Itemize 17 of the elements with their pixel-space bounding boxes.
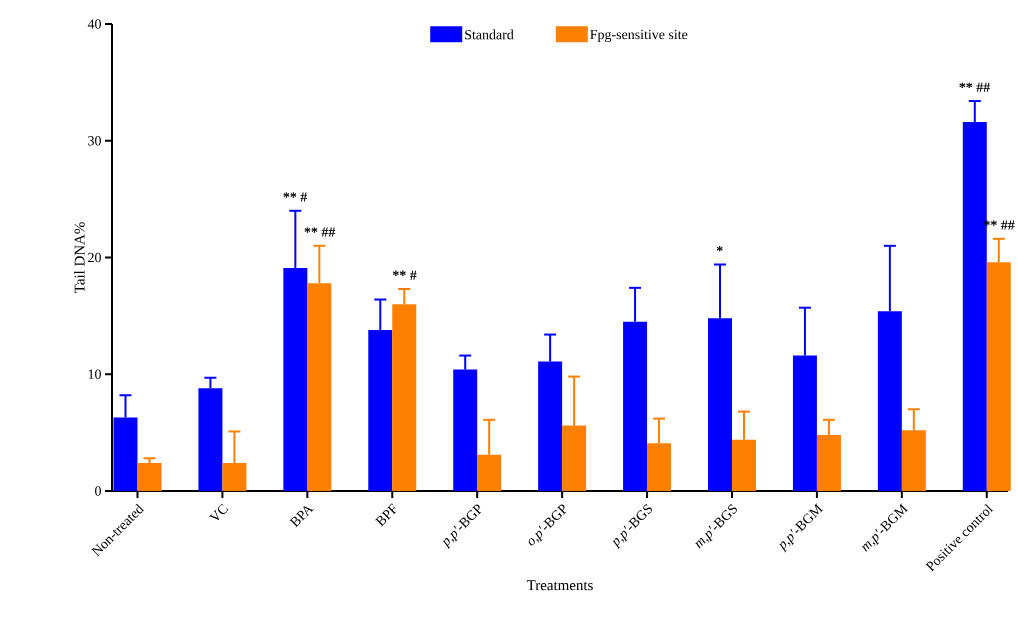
x-tick-label: BPA [289,506,314,528]
annotation: ** ## [959,82,990,92]
annotation: * [716,246,723,252]
legend-label: Standard [465,29,514,40]
x-tick-label: VC [208,503,229,520]
legend-label: Fpg-sensitive site [590,29,688,43]
annotation: ** # [392,270,417,280]
y-tick-label: 10 [88,369,101,379]
bar [137,462,162,491]
y-tick-label: 30 [88,136,101,146]
y-axis-title: Tail DNA% [74,222,85,294]
annotation: ** # [283,192,308,202]
x-axis-title: Treatments [526,580,593,591]
annotation: ** ## [304,227,336,237]
y-tick-label: 20 [88,252,101,263]
y-tick-label: 0 [95,486,101,496]
y-tick-label: 40 [87,19,101,29]
